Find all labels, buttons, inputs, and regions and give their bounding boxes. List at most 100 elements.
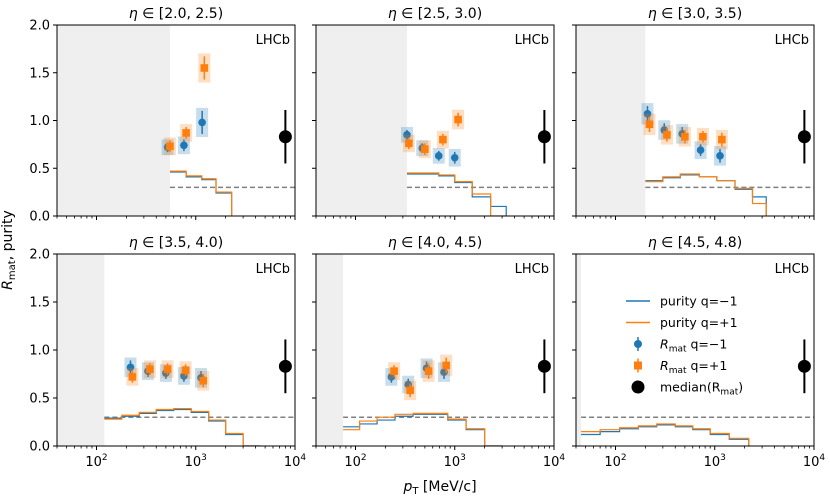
panel-plot-area: [576, 254, 814, 446]
panel-title: η ∈ [3.5, 4.0): [129, 235, 223, 251]
rmat-pos-point: [146, 365, 154, 373]
legend-label-tail: q=+1: [687, 358, 728, 373]
panel-title: η ∈ [2.5, 3.0): [388, 6, 482, 22]
rmat-neg-point: [450, 153, 459, 162]
excluded-region: [316, 25, 407, 216]
y-tick-label: 0.5: [29, 162, 50, 177]
legend: purity q=−1 purity q=+1 Rmat q=−1 Rmat q=+1…: [626, 294, 743, 398]
panel-3: η ∈ [3.0, 3.5) LHCb: [572, 6, 815, 220]
legend-label: median(Rmat): [660, 380, 743, 398]
rmat-neg-point: [643, 110, 652, 118]
purity-pos-line: [104, 407, 261, 446]
x-tick-exp: 4: [819, 453, 825, 463]
median-point: [278, 359, 292, 373]
purity-pos-line: [581, 423, 750, 446]
rmat-pos-point: [163, 365, 172, 373]
x-axis-label: pT [MeV/c]: [402, 479, 476, 497]
x-tick-label: 103: [704, 453, 726, 470]
x-tick-label: 102: [344, 453, 366, 470]
excluded-region: [57, 25, 170, 216]
median-point: [797, 130, 811, 144]
x-tick-base: 10: [604, 455, 621, 470]
experiment-label: LHCb: [515, 33, 549, 48]
panel-title-range: [3.0, 3.5): [678, 6, 742, 22]
rmat-neg-point: [126, 363, 135, 372]
panel-title-range: [2.0, 2.5): [159, 6, 223, 22]
rmat-neg-point: [716, 152, 724, 160]
purity-pos-line: [169, 170, 233, 216]
rmat-pos-point: [181, 366, 190, 374]
purity-pos-line: [645, 173, 767, 216]
rmat-pos-point: [200, 64, 209, 72]
x-tick-base: 10: [284, 455, 301, 470]
legend-square-swatch: [634, 361, 642, 370]
legend-label: Rmat q=+1: [660, 358, 727, 376]
rmat-pos-point: [424, 367, 433, 375]
purity-neg-line: [406, 173, 507, 216]
rmat-pos-point: [405, 139, 413, 148]
panel-title-range: [4.0, 4.5): [418, 235, 482, 251]
rmat-pos-point: [406, 386, 414, 395]
y-tick-label: 1.5: [29, 66, 50, 81]
purity-pos-line: [406, 172, 507, 216]
rmat-pos-point: [699, 132, 707, 141]
legend-label: purity q=+1: [660, 315, 738, 330]
panel-plot-area: [316, 254, 554, 446]
y-tick-label: 0.0: [29, 210, 50, 225]
excluded-region: [576, 254, 582, 446]
x-tick-base: 10: [344, 455, 361, 470]
legend-label: purity q=−1: [660, 294, 738, 309]
panel-title-range: [2.5, 3.0): [418, 6, 482, 22]
panel-title: η ∈ [3.0, 3.5): [648, 6, 742, 22]
panel-title: η ∈ [4.0, 4.5): [388, 235, 482, 251]
experiment-label: LHCb: [775, 33, 809, 48]
x-tick-exp: 2: [621, 453, 627, 463]
panel-title-range: [4.5, 4.8): [678, 235, 742, 251]
y-axis-label-sub: mat: [7, 260, 18, 280]
rmat-pos-point: [128, 373, 137, 381]
rmat-pos-point: [442, 361, 450, 370]
x-tick-label: 103: [185, 453, 207, 470]
legend-label-text: purity q=+1: [660, 315, 738, 330]
panel-2: η ∈ [2.5, 3.0) LHCb: [312, 6, 555, 220]
y-tick-label: 0.0: [29, 440, 50, 455]
experiment-label: LHCb: [256, 33, 290, 48]
x-tick-label: 102: [604, 453, 626, 470]
x-tick-exp: 4: [559, 453, 565, 463]
legend-label-sub: mat: [669, 345, 687, 355]
x-tick-base: 10: [803, 455, 820, 470]
y-axis-label-main: R: [0, 280, 16, 290]
panel-title-eta: η ∈: [648, 235, 678, 251]
panel-plot-area: [57, 25, 295, 216]
panel-title-eta: η ∈: [388, 235, 418, 251]
excluded-region: [316, 254, 344, 446]
x-tick-exp: 2: [102, 453, 108, 463]
x-tick-base: 10: [704, 455, 721, 470]
y-axis-label-rest: , purity: [0, 210, 16, 260]
panel-title-eta: η ∈: [129, 6, 159, 22]
x-tick-base: 10: [543, 455, 560, 470]
panel-title: η ∈ [2.0, 2.5): [129, 6, 223, 22]
y-tick-label: 1.0: [29, 344, 50, 359]
y-tick-label: 2.0: [29, 248, 50, 263]
legend-label-post: ): [738, 380, 743, 395]
rmat-pos-point: [718, 135, 726, 144]
legend-label: Rmat q=−1: [660, 337, 727, 355]
legend-label-pre: median(R: [660, 380, 721, 395]
median-point: [537, 359, 551, 373]
experiment-label: LHCb: [256, 262, 290, 277]
rmat-pos-point: [454, 115, 462, 124]
purity-neg-line: [169, 171, 233, 216]
legend-bigdot-swatch: [631, 380, 645, 394]
y-axis-label: Rmat, purity: [0, 210, 18, 290]
legend-label-sub: mat: [669, 366, 687, 376]
y-tick-label: 1.5: [29, 296, 50, 311]
x-tick-exp: 3: [201, 453, 207, 463]
y-tick-label: 2.0: [29, 19, 50, 34]
rmat-pos-point: [421, 145, 429, 153]
rmat-pos-point: [439, 135, 447, 144]
median-point: [278, 130, 292, 144]
legend-label-text: purity q=−1: [660, 294, 738, 309]
x-tick-label: 104: [543, 453, 566, 470]
